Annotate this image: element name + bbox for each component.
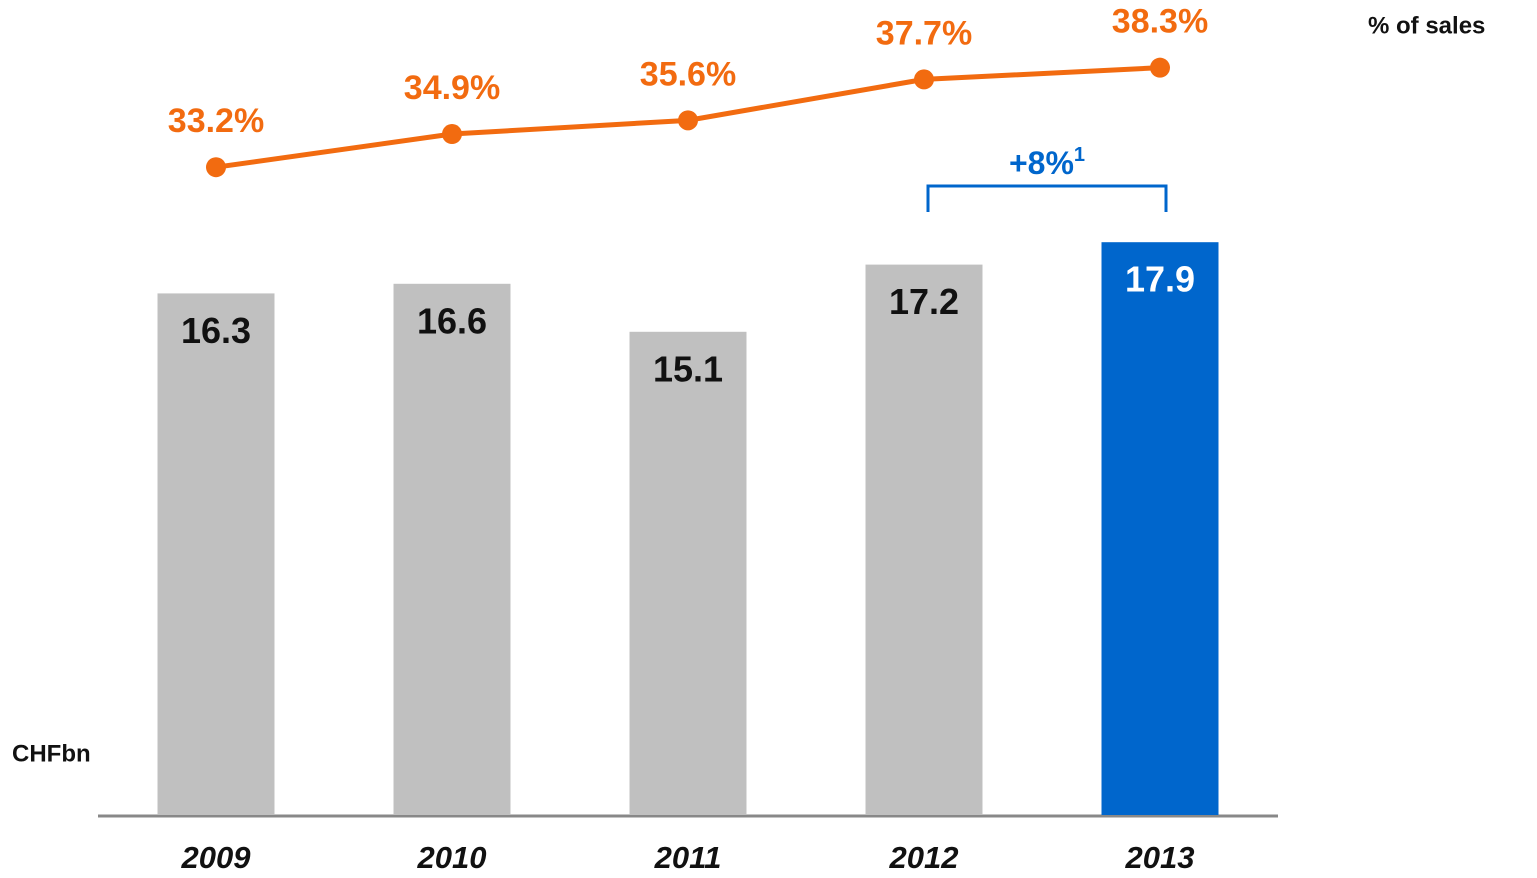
line-point: [678, 110, 698, 131]
y-axis-label: CHFbn: [12, 740, 91, 767]
annotation: +8%1: [1009, 144, 1085, 181]
annotation-superscript: 1: [1074, 144, 1085, 166]
bar-value-label: 16.6: [417, 300, 487, 341]
line-value-label: 33.2%: [168, 102, 264, 140]
line-point: [442, 124, 462, 145]
bar-value-label: 16.3: [181, 310, 251, 351]
x-tick-label: 2012: [889, 840, 959, 875]
line-point: [206, 157, 226, 178]
bar-value-label: 17.2: [889, 281, 959, 322]
bar: [1101, 242, 1219, 815]
bar-value-label: 15.1: [653, 348, 723, 389]
x-tick-label: 2010: [417, 840, 487, 875]
bar: [393, 283, 511, 815]
annotation-bracket: [926, 184, 1168, 212]
bar: [629, 331, 747, 815]
bar-value-label: 17.9: [1125, 259, 1195, 300]
line-value-label: 37.7%: [876, 14, 972, 52]
line-point: [1150, 57, 1170, 78]
x-tick-label: 2013: [1125, 840, 1195, 875]
y2-axis-label: % of sales: [1368, 12, 1485, 39]
bar: [865, 264, 983, 816]
x-tick-label: 2011: [654, 840, 722, 875]
line-value-label: 35.6%: [640, 55, 736, 93]
annotation-text: +8%: [1009, 145, 1074, 181]
bar: [157, 293, 275, 815]
line-value-label: 34.9%: [404, 69, 500, 107]
line-point: [914, 69, 934, 90]
x-tick-label: 2009: [181, 840, 252, 875]
line-value-label: 38.3%: [1112, 3, 1208, 41]
